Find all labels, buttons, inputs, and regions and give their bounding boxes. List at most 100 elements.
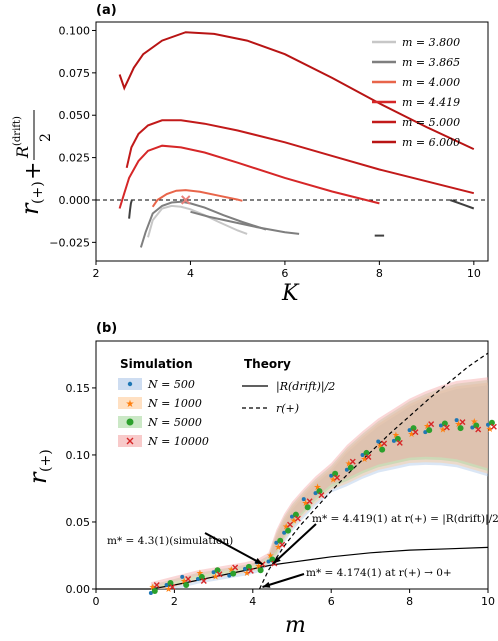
legend-label: m = 3.865 bbox=[402, 56, 460, 69]
legend-marker bbox=[127, 381, 133, 387]
y-tick-label: 0.05 bbox=[66, 516, 91, 529]
annotation-arrowhead bbox=[262, 581, 271, 588]
data-point bbox=[488, 419, 495, 426]
panel-a-xlabel: K bbox=[281, 281, 300, 306]
data-point bbox=[269, 556, 276, 563]
y-tick-label: 0.025 bbox=[59, 152, 91, 165]
series-line bbox=[147, 204, 248, 238]
x-tick-label: 6 bbox=[281, 267, 288, 280]
data-point bbox=[394, 435, 401, 442]
data-point bbox=[287, 521, 294, 528]
data-point: ★ bbox=[290, 517, 298, 527]
legend-band-swatch bbox=[118, 397, 142, 409]
data-point: ★ bbox=[439, 425, 447, 435]
data-point: ★ bbox=[227, 566, 235, 576]
data-point bbox=[183, 581, 190, 588]
data-point bbox=[490, 423, 497, 430]
data-point bbox=[151, 588, 158, 595]
svg-text:r: r bbox=[16, 202, 44, 215]
data-point bbox=[148, 591, 153, 596]
data-point: ★ bbox=[392, 431, 400, 441]
data-point bbox=[396, 439, 403, 446]
data-point bbox=[227, 573, 232, 578]
series-line bbox=[449, 199, 475, 210]
uncertainty-band bbox=[150, 382, 488, 589]
data-point: ★ bbox=[455, 420, 463, 430]
data-point: ★ bbox=[329, 476, 337, 486]
series-line bbox=[118, 144, 380, 209]
data-point bbox=[277, 537, 284, 544]
data-point bbox=[454, 418, 459, 423]
panel-a-label: (a) bbox=[96, 3, 117, 18]
data-point: ★ bbox=[266, 551, 274, 561]
data-point: ★ bbox=[486, 425, 494, 435]
data-point bbox=[282, 530, 287, 535]
data-point bbox=[441, 420, 448, 427]
data-point bbox=[304, 504, 311, 511]
data-point bbox=[347, 464, 354, 471]
data-point bbox=[306, 498, 313, 505]
panel-b-annotations: m* = 4.419(1) at r(+) = |R(drift)|/2 m* =… bbox=[107, 513, 498, 588]
x-tick-label: 10 bbox=[481, 595, 495, 608]
y-tick-label: 0.075 bbox=[59, 67, 91, 80]
panel-b-legend: Simulation N = 500 ★ N = 1000 N = 5000 N = 10… bbox=[118, 357, 335, 448]
x-tick-label: 10 bbox=[467, 267, 481, 280]
data-point bbox=[438, 423, 443, 428]
data-point: ★ bbox=[149, 583, 157, 593]
data-point bbox=[198, 573, 205, 580]
data-point bbox=[426, 427, 433, 434]
series-line bbox=[125, 119, 475, 195]
annotation-arrowhead bbox=[273, 556, 281, 564]
data-point bbox=[376, 439, 381, 444]
data-point bbox=[167, 579, 174, 586]
x-tick-label: 4 bbox=[249, 595, 256, 608]
legend-theory-title: Theory bbox=[244, 357, 291, 371]
legend-theory-label: r(+) bbox=[276, 402, 299, 415]
x-tick-label: 2 bbox=[93, 267, 100, 280]
data-point bbox=[216, 571, 223, 578]
data-point: ★ bbox=[196, 569, 204, 579]
data-point bbox=[294, 515, 301, 522]
annotation-arrow bbox=[272, 523, 317, 565]
data-point: ★ bbox=[470, 417, 478, 427]
data-point bbox=[185, 575, 192, 582]
y-tick-label: 0.100 bbox=[59, 24, 91, 37]
data-point: ★ bbox=[164, 585, 172, 595]
panel-b-ticks: 0 2 4 6 8 10 0.00 0.05 0.10 0.15 bbox=[66, 382, 496, 608]
y-tick-label: 0.15 bbox=[66, 382, 91, 395]
svg-text:R: R bbox=[13, 146, 32, 159]
data-point bbox=[318, 492, 325, 499]
data-point: ★ bbox=[255, 562, 263, 572]
panel-a-series bbox=[96, 31, 488, 248]
annotation-arrowhead bbox=[254, 557, 263, 565]
panel-b-xlabel: m bbox=[285, 613, 306, 638]
data-point bbox=[428, 421, 435, 428]
data-point: ★ bbox=[345, 460, 353, 470]
svg-text:2: 2 bbox=[38, 133, 54, 142]
panel-a-legend: m = 3.800 m = 3.865 m = 4.000 m = 4.419 m = … bbox=[372, 36, 460, 149]
data-point bbox=[412, 429, 419, 436]
data-point bbox=[247, 567, 254, 574]
series-line bbox=[151, 189, 243, 208]
series-line bbox=[190, 210, 300, 235]
y-tick-label: 0.000 bbox=[59, 194, 91, 207]
data-point bbox=[332, 470, 339, 477]
legend-label: m = 5.000 bbox=[402, 116, 460, 129]
panel-b-frame bbox=[95, 340, 489, 590]
data-point bbox=[475, 426, 482, 433]
x-tick-label: 8 bbox=[406, 595, 413, 608]
svg-text:(drift): (drift) bbox=[12, 116, 23, 146]
panel-a-ylabel: r (+) + R (drift) 2 bbox=[12, 110, 54, 215]
data-point bbox=[423, 430, 428, 435]
data-point bbox=[242, 566, 247, 571]
data-point bbox=[180, 574, 185, 579]
data-point bbox=[285, 527, 292, 534]
data-point bbox=[459, 419, 466, 426]
legend-label: m = 4.419 bbox=[402, 96, 460, 109]
legend-marker bbox=[126, 437, 134, 445]
uncertainty-band bbox=[150, 379, 488, 589]
y-tick-label: −0.025 bbox=[49, 236, 90, 249]
data-point bbox=[274, 540, 279, 545]
y-tick-label: 0.050 bbox=[59, 109, 91, 122]
panel-a-frame bbox=[95, 21, 489, 262]
